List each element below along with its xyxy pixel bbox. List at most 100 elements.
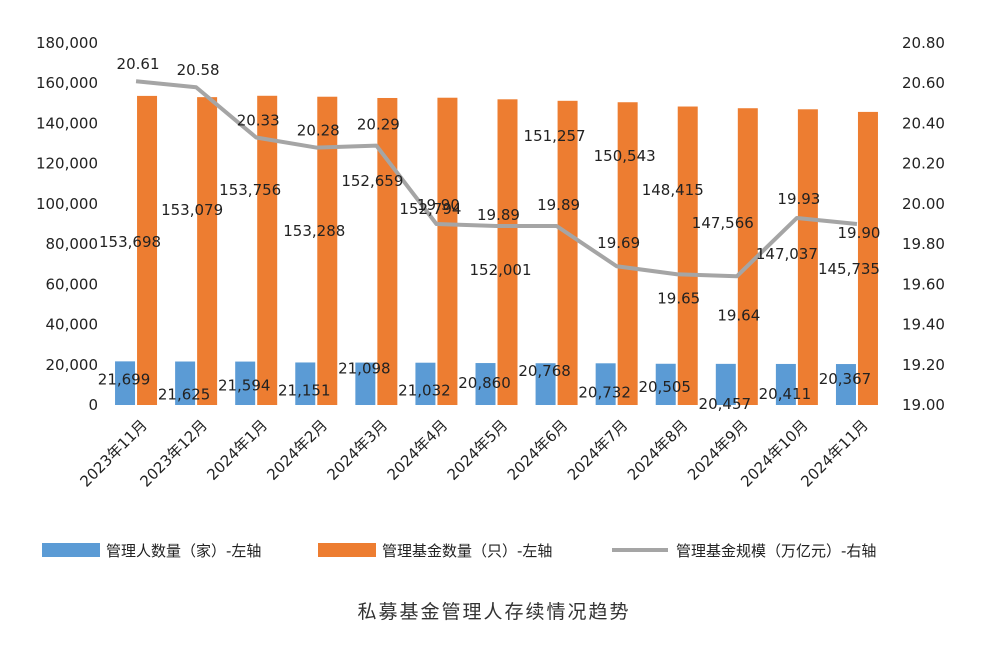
bar-funds — [617, 102, 638, 405]
data-label-funds: 152,001 — [469, 261, 531, 279]
data-label-managers: 21,699 — [98, 370, 151, 388]
data-label-scale: 19.89 — [477, 206, 520, 224]
data-label-managers: 20,367 — [819, 370, 872, 388]
data-label-scale: 19.65 — [657, 289, 700, 307]
left-tick-label: 180,000 — [36, 34, 98, 52]
x-tick-label: 2024年7月 — [564, 416, 632, 484]
bar-funds — [677, 106, 698, 406]
bar-managers — [175, 361, 196, 405]
legend-swatch-funds — [318, 543, 376, 557]
x-tick-label: 2024年2月 — [263, 416, 331, 484]
left-tick-label: 40,000 — [46, 316, 99, 334]
bar-funds — [797, 109, 818, 405]
right-tick-label: 19.00 — [902, 396, 945, 414]
x-tick-label: 2024年8月 — [624, 416, 692, 484]
data-label-funds: 152,659 — [341, 172, 403, 190]
bar-funds — [437, 97, 458, 405]
data-label-managers: 20,505 — [638, 378, 691, 396]
data-label-funds: 152,794 — [399, 200, 461, 218]
data-label-scale: 20.61 — [117, 55, 160, 73]
data-label-scale: 20.29 — [357, 116, 400, 134]
legend-label-managers: 管理人数量（家）-左轴 — [106, 542, 261, 560]
bars-group — [115, 95, 878, 406]
bar-managers — [775, 363, 796, 405]
bar-managers — [355, 362, 376, 405]
right-tick-label: 19.40 — [902, 316, 945, 334]
data-label-managers: 20,457 — [699, 395, 752, 413]
bar-funds — [557, 100, 578, 406]
bar-funds — [317, 96, 338, 406]
bar-managers — [715, 363, 736, 405]
bar-managers — [295, 362, 316, 405]
bar-funds — [377, 97, 398, 406]
data-label-funds: 153,756 — [219, 181, 281, 199]
data-label-funds: 153,288 — [283, 222, 345, 240]
right-tick-label: 20.40 — [902, 114, 945, 132]
bar-funds — [857, 111, 878, 406]
left-axis-ticks: 0 20,000 40,000 60,000 80,000 100,000 120,000 1… — [36, 34, 98, 414]
right-tick-label: 19.60 — [902, 275, 945, 293]
data-label-scale: 19.93 — [777, 190, 820, 208]
left-tick-label: 120,000 — [36, 155, 98, 173]
data-label-scale: 19.64 — [717, 306, 760, 324]
left-tick-label: 80,000 — [46, 235, 99, 253]
x-tick-label: 2024年5月 — [444, 416, 512, 484]
data-label-scale: 19.90 — [417, 196, 460, 214]
data-label-managers: 20,411 — [759, 385, 812, 403]
right-tick-label: 20.20 — [902, 155, 945, 173]
data-label-funds: 148,415 — [642, 181, 704, 199]
data-label-managers: 21,098 — [338, 360, 391, 378]
left-tick-label: 60,000 — [46, 275, 99, 293]
data-label-scale: 19.69 — [597, 234, 640, 252]
data-label-scale: 19.90 — [837, 224, 880, 242]
bar-managers — [655, 363, 676, 405]
bar-managers — [835, 364, 856, 405]
left-tick-label: 20,000 — [46, 356, 99, 374]
line-series-group — [135, 79, 858, 279]
data-label-funds: 151,257 — [524, 127, 586, 145]
data-label-managers: 21,151 — [278, 381, 331, 399]
x-tick-label: 2024年1月 — [203, 416, 271, 484]
data-label-managers: 20,732 — [578, 383, 631, 401]
bar-funds — [257, 95, 278, 405]
bar-managers — [115, 361, 136, 405]
data-label-managers: 21,625 — [158, 386, 211, 404]
data-label-managers: 20,768 — [518, 362, 571, 380]
data-label-managers: 21,594 — [218, 377, 271, 395]
bar-managers — [475, 363, 496, 405]
data-label-funds: 153,698 — [99, 233, 161, 251]
right-axis-ticks: 19.00 19.20 19.40 19.60 19.80 20.00 20.20 20.40… — [902, 34, 945, 414]
line-scale — [135, 79, 858, 279]
legend: 管理人数量（家）-左轴 管理基金数量（只）-左轴 管理基金规模（万亿元）-右轴 — [42, 542, 876, 560]
right-tick-label: 19.20 — [902, 356, 945, 374]
data-label-scale: 19.89 — [537, 196, 580, 214]
right-tick-label: 20.60 — [902, 74, 945, 92]
bar-managers — [415, 362, 436, 405]
data-label-scale: 20.58 — [177, 61, 220, 79]
data-label-funds: 147,037 — [756, 245, 818, 263]
right-tick-label: 20.00 — [902, 195, 945, 213]
bar-funds — [137, 95, 158, 406]
x-tick-label: 2024年4月 — [384, 416, 452, 484]
x-axis-ticks: 2023年11月2023年12月2024年1月2024年2月2024年3月202… — [76, 416, 871, 490]
data-label-funds: 147,566 — [692, 214, 754, 232]
bar-managers — [535, 363, 556, 405]
left-tick-label: 140,000 — [36, 114, 98, 132]
bar-managers — [235, 361, 256, 405]
bar-funds — [497, 99, 518, 406]
left-tick-label: 0 — [88, 396, 98, 414]
data-labels-group: 21,699 21,625 21,594 21,151 21,098 21,032 20,8… — [98, 55, 881, 413]
left-tick-label: 160,000 — [36, 74, 98, 92]
legend-label-funds: 管理基金数量（只）-左轴 — [382, 542, 552, 560]
right-tick-label: 19.80 — [902, 235, 945, 253]
x-tick-label: 2024年3月 — [323, 416, 391, 484]
bar-managers — [595, 363, 616, 405]
bar-funds — [737, 108, 758, 405]
bar-funds — [197, 97, 218, 406]
legend-swatch-managers — [42, 543, 100, 557]
data-label-scale: 20.33 — [237, 112, 280, 130]
left-tick-label: 100,000 — [36, 195, 98, 213]
data-label-funds: 145,735 — [818, 260, 880, 278]
x-tick-label: 2024年6月 — [504, 416, 572, 484]
